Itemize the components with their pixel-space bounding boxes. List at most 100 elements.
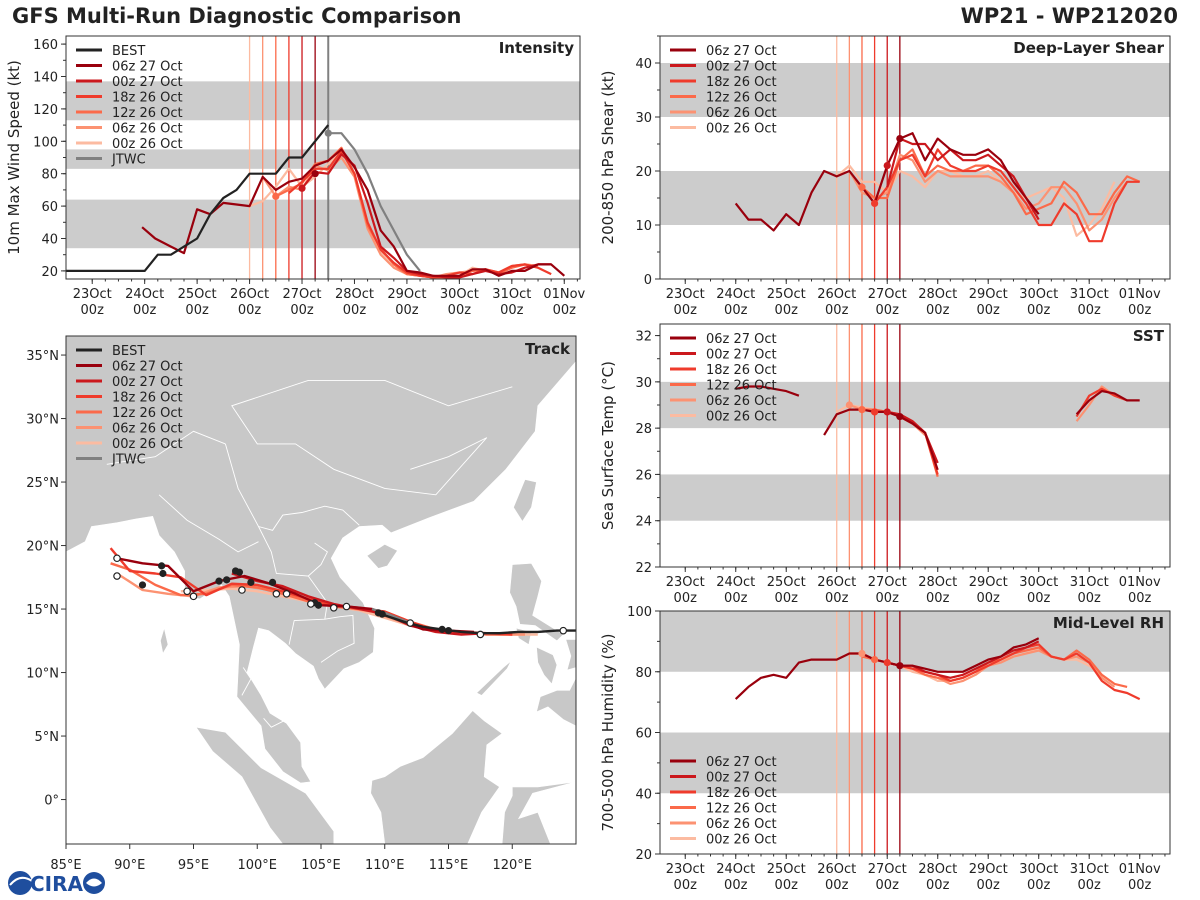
track-ytick-label: 35°N [26,349,59,364]
border-line-6 [241,667,252,696]
intensity-xtick-label: 28Oct [335,287,374,302]
shear-ytick-label: 20 [635,165,652,180]
sst-series-06z-27-oct [823,408,939,471]
track-xtick-label: 105°E [301,858,341,873]
intensity-band-1 [66,149,580,169]
intensity-point-0 [298,184,306,192]
intensity-xtick-label: 00z [290,303,314,318]
rh-xtick-label: 25Oct [767,862,806,877]
shear-xtick-label: 01Nov [1119,287,1161,302]
shear-title: Deep-Layer Shear [1013,39,1164,57]
sst-xtick-label: 23Oct [666,575,705,590]
shear-legend-label-18z-26-oct: 18z 26 Oct [706,75,777,90]
sst-series-06z-27-oct [735,385,800,397]
intensity-xtick-label: 00z [238,303,262,318]
track-legend-label-jtwc: JTWC [111,453,146,468]
rh-xtick-label: 00z [674,878,698,893]
track-open-point-8 [329,603,338,612]
sst-band-0 [660,474,1170,521]
shear-point-2 [883,162,891,170]
sst-ytick-label: 28 [635,422,652,437]
intensity-xtick-label: 00z [395,303,419,318]
rh-point-2 [883,659,891,667]
shear-series-12z-26-oct [861,148,1141,216]
intensity-xtick-label: 24Oct [125,287,164,302]
land-borneo [370,710,503,844]
intensity-legend-label-06z-26-oct: 06z 26 Oct [112,122,183,137]
sst-plot-area [660,324,1170,567]
shear-xtick-label: 29Oct [969,287,1008,302]
sst-xtick-label: 00z [775,591,799,606]
rh-legend-label-18z-26-oct: 18z 26 Oct [706,786,777,801]
track-open-point-9 [342,602,351,611]
shear-xtick-label: 25Oct [767,287,806,302]
intensity-xtick-label: 27Oct [283,287,322,302]
sst-xtick-label: 24Oct [716,575,755,590]
track-open-point-2 [183,587,191,596]
sst-ytick-label: 22 [635,561,652,576]
border-line-1 [258,526,328,645]
intensity-ytick-label: 40 [41,233,58,248]
border-line-4 [158,494,259,553]
intensity-xtick-label: 00z [553,303,577,318]
shear-band-1 [660,63,1170,117]
shear-series-00z-27-oct [886,137,1040,221]
sst-ylabel: Sea Surface Temp (°C) [599,361,617,530]
sst-point-4 [896,412,904,421]
track-xtick-label: 85°E [50,858,81,873]
track-panel: 0° 5°N 10°N 15°N 20°N 25°N 30°N 35°N 85°E 90°E 95°… [0,335,577,873]
rh-legend-label-00z-27-oct: 00z 27 Oct [706,771,777,786]
intensity-xtick-label: 30Oct [440,287,479,302]
land-sri-lanka [0,675,25,723]
rh-xtick-label: 29Oct [969,862,1008,877]
intensity-xtick-label: 25Oct [178,287,217,302]
shear-xtick-label: 00z [775,303,799,318]
intensity-xtick-label: 00z [500,303,524,318]
shear-ylabel: 200-850 hPa Shear (kt) [599,71,617,245]
intensity-legend-label-18z-26-oct: 18z 26 Oct [112,91,183,106]
sst-series-06z-27-oct [1075,390,1140,416]
border-line-0 [224,443,360,531]
sst-xtick-label: 27Oct [868,575,907,590]
track-open-point-1 [113,572,121,580]
track-ytick-label: 15°N [26,603,59,618]
shear-xtick-label: 00z [674,303,698,318]
track-open-point-6 [282,590,291,598]
rh-xtick-label: 27Oct [868,862,907,877]
land-mindoro [515,627,532,646]
land-samar-leyte [565,639,576,671]
track-legend-label-00z-26-oct: 00z 26 Oct [112,437,183,452]
track-xtick-label: 90°E [114,858,145,873]
track-open-point-11 [476,630,485,639]
track-xtick-label: 100°E [237,858,277,873]
track-title: Track [525,340,571,358]
rh-xtick-label: 31Oct [1070,862,1109,877]
logo-text: CIRA [30,872,84,896]
rh-point-1 [871,656,879,664]
track-open-point-3 [189,592,198,601]
shear-plot-area [660,36,1170,279]
shear-legend-label-00z-26-oct: 00z 26 Oct [706,122,777,137]
shear-xtick-label: 31Oct [1070,287,1109,302]
intensity-legend-label-00z-26-oct: 00z 26 Oct [112,137,183,152]
intensity-xtick-label: 00z [133,303,157,318]
rh-xtick-label: 28Oct [918,862,957,877]
shear-frame [659,35,1171,280]
shear-xtick-label: 26Oct [817,287,856,302]
sst-xtick-label: 01Nov [1119,575,1161,590]
sst-legend-label-12z-26-oct: 12z 26 Oct [706,379,777,394]
rh-xtick-label: 00z [926,878,950,893]
logo-swirl-icon [9,876,33,886]
track-ytick-label: 5°N [35,730,60,745]
rh-xtick-label: 00z [977,878,1001,893]
track-solid-point-2 [138,581,147,589]
shear-ytick-label: 0 [644,273,652,288]
track-legend-label-best: BEST [112,344,145,359]
intensity-xtick-label: 31Oct [492,287,531,302]
sst-panel: 22242628303223Oct00z24Oct00z25Oct00z26Oc… [599,323,1171,606]
track-ytick-label: 25°N [26,476,59,491]
shear-xtick-label: 00z [1027,303,1051,318]
sst-point-3 [883,408,891,416]
shear-xtick-label: 00z [977,303,1001,318]
